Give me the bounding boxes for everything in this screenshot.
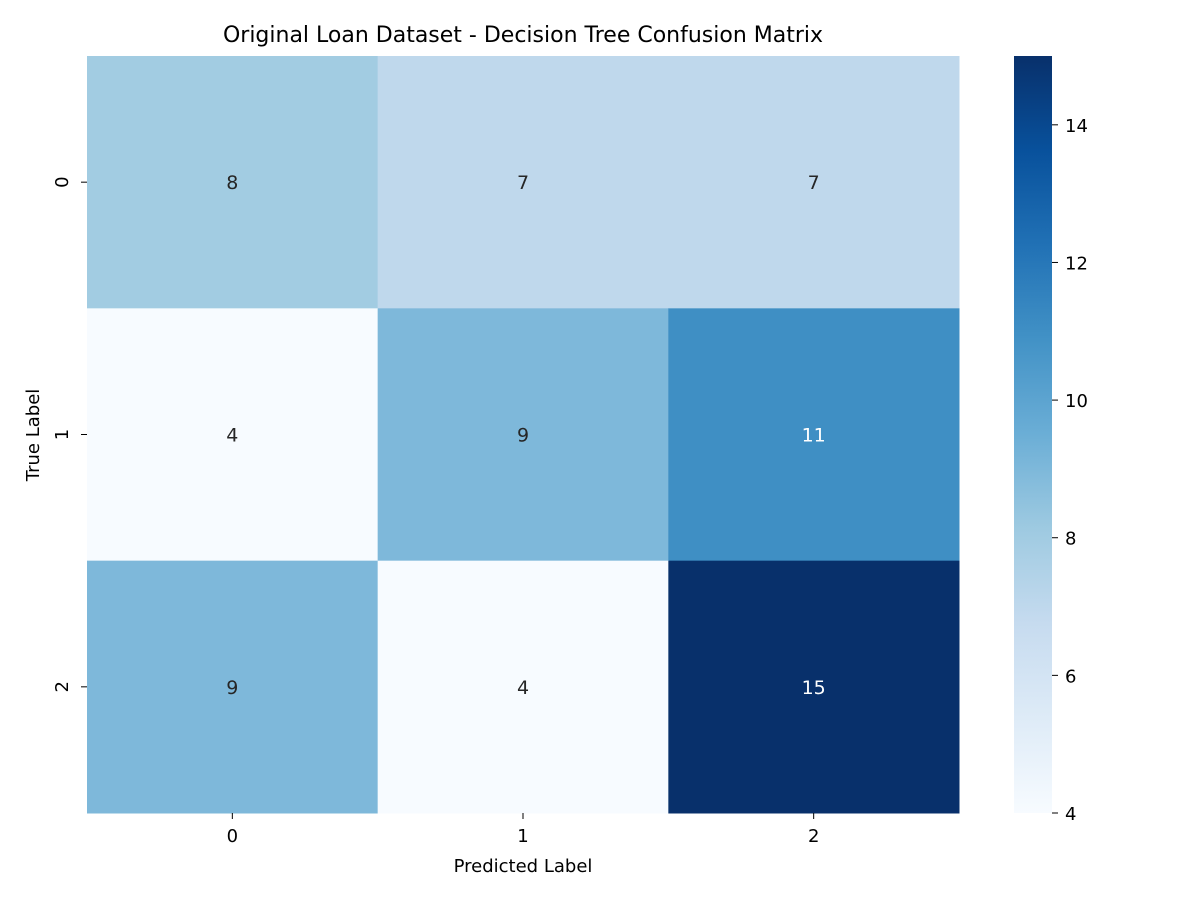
colorbar-ticks: 4 6 8 10 12 14 (1052, 116, 1088, 825)
heatmap-cell (377, 560, 669, 814)
x-axis-ticks: 0 1 2 (227, 813, 819, 847)
chart-title: Original Loan Dataset - Decision Tree Co… (223, 23, 823, 48)
heatmap-cell (377, 308, 669, 562)
x-axis-label: Predicted Label (454, 856, 593, 877)
heatmap-cells: 8 7 7 4 9 11 9 4 15 (87, 56, 960, 814)
heatmap-cell (668, 560, 960, 814)
colorbar-tick-label: 6 (1065, 666, 1076, 687)
cell-value-label: 9 (226, 677, 238, 699)
colorbar-tick-label: 12 (1065, 253, 1088, 274)
cell-value-label: 4 (517, 677, 529, 699)
y-tick-label: 1 (52, 429, 73, 440)
heatmap-cell (87, 56, 379, 309)
cell-value-label: 11 (802, 425, 826, 447)
y-tick-label: 0 (52, 176, 73, 187)
colorbar-gradient (1014, 56, 1052, 813)
heatmap-cell (668, 56, 960, 309)
cell-value-label: 7 (808, 172, 820, 194)
y-axis-label: True Label (23, 389, 44, 483)
x-tick-label: 2 (808, 826, 819, 847)
heatmap-cell (668, 308, 960, 562)
colorbar-tick-label: 8 (1065, 529, 1076, 550)
colorbar: 4 6 8 10 12 14 (1014, 56, 1088, 825)
y-axis-ticks: 0 1 2 (52, 176, 87, 693)
heatmap-cell (87, 560, 379, 814)
colorbar-tick-label: 4 (1065, 804, 1076, 825)
cell-value-label: 8 (226, 172, 238, 194)
cell-value-label: 15 (802, 677, 826, 699)
cell-value-label: 4 (226, 425, 238, 447)
heatmap-cell (87, 308, 379, 562)
colorbar-tick-label: 10 (1065, 391, 1088, 412)
x-tick-label: 0 (227, 826, 238, 847)
heatmap-cell (377, 56, 669, 309)
cell-value-label: 9 (517, 425, 529, 447)
colorbar-tick-label: 14 (1065, 116, 1088, 137)
cell-value-label: 7 (517, 172, 529, 194)
y-tick-label: 2 (52, 681, 73, 692)
x-tick-label: 1 (517, 826, 528, 847)
